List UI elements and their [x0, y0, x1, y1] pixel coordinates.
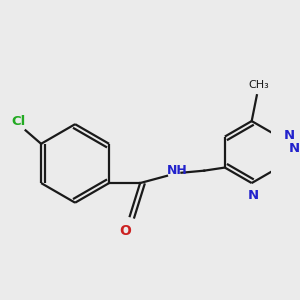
Text: N: N — [289, 142, 300, 155]
Text: O: O — [120, 224, 132, 238]
Text: NH: NH — [167, 164, 188, 177]
Text: N: N — [283, 129, 294, 142]
Text: Cl: Cl — [11, 115, 26, 128]
Text: CH₃: CH₃ — [248, 80, 269, 90]
Text: N: N — [248, 189, 259, 202]
